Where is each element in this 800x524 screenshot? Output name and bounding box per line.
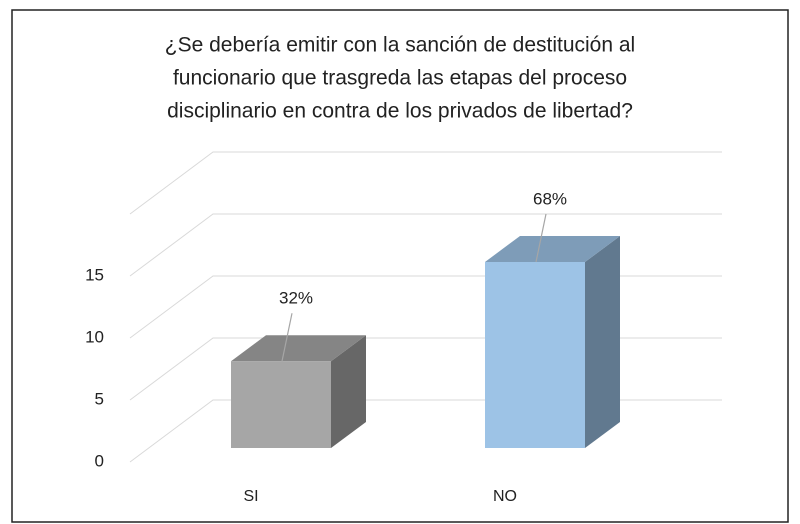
bar-side — [331, 335, 366, 448]
y-tick-label: 10 — [85, 327, 104, 346]
leader-line — [535, 213, 547, 263]
title-line: funcionario que trasgreda las etapas del… — [173, 67, 627, 90]
bar-side — [585, 236, 620, 448]
y-tick-label: 0 — [95, 451, 104, 470]
title-line: disciplinario en contra de los privados … — [167, 100, 633, 123]
bar — [485, 262, 585, 448]
leader-line — [281, 313, 293, 362]
grid-line — [129, 213, 722, 277]
y-tick-label: 15 — [85, 265, 104, 284]
chart-title: ¿Se debería emitir con la sanción de des… — [165, 34, 635, 123]
bar — [231, 361, 331, 448]
bar-top — [485, 236, 620, 262]
x-tick-label: SI — [243, 488, 258, 505]
bar-top — [231, 335, 366, 362]
grid-line — [129, 151, 722, 215]
data-label: 32% — [279, 289, 313, 308]
x-tick-label: NO — [493, 488, 517, 505]
data-label: 68% — [533, 189, 567, 208]
title-line: ¿Se debería emitir con la sanción de des… — [165, 34, 635, 57]
y-tick-label: 5 — [95, 389, 104, 408]
chart-border — [11, 9, 789, 523]
